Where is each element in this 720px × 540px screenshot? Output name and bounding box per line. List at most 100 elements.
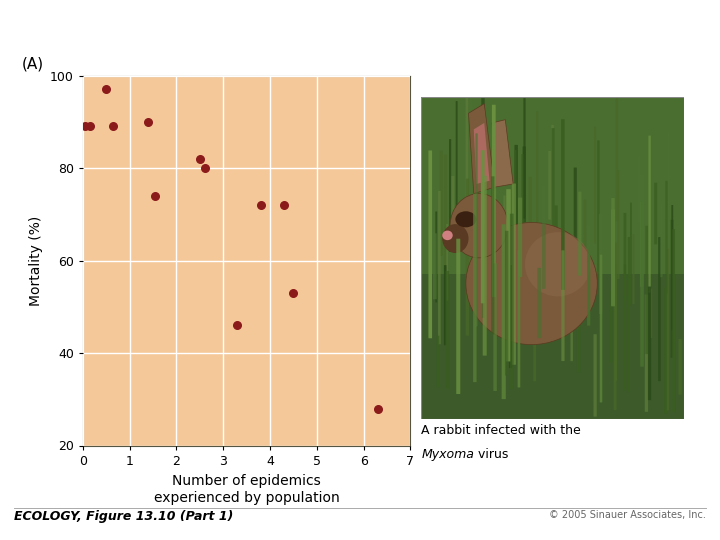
- FancyBboxPatch shape: [640, 202, 644, 287]
- FancyBboxPatch shape: [600, 255, 603, 402]
- FancyBboxPatch shape: [648, 287, 651, 400]
- Point: [278, 201, 289, 210]
- FancyBboxPatch shape: [645, 226, 648, 354]
- FancyBboxPatch shape: [456, 101, 458, 218]
- Text: (A): (A): [22, 57, 44, 72]
- FancyBboxPatch shape: [584, 199, 586, 282]
- FancyBboxPatch shape: [506, 189, 510, 361]
- FancyBboxPatch shape: [570, 254, 573, 361]
- FancyBboxPatch shape: [512, 184, 516, 364]
- FancyBboxPatch shape: [444, 265, 446, 345]
- FancyBboxPatch shape: [552, 125, 554, 277]
- FancyBboxPatch shape: [672, 229, 675, 412]
- FancyBboxPatch shape: [611, 210, 615, 306]
- FancyBboxPatch shape: [593, 334, 597, 417]
- FancyBboxPatch shape: [640, 174, 644, 367]
- Point: [231, 321, 243, 329]
- FancyBboxPatch shape: [536, 111, 539, 268]
- FancyBboxPatch shape: [456, 239, 460, 394]
- FancyBboxPatch shape: [617, 170, 619, 279]
- FancyBboxPatch shape: [549, 151, 552, 220]
- Ellipse shape: [450, 194, 508, 258]
- FancyBboxPatch shape: [624, 213, 626, 301]
- FancyBboxPatch shape: [436, 212, 437, 302]
- FancyBboxPatch shape: [664, 288, 667, 414]
- Polygon shape: [492, 120, 513, 187]
- FancyBboxPatch shape: [597, 140, 600, 279]
- FancyBboxPatch shape: [494, 122, 497, 226]
- Point: [100, 85, 112, 94]
- FancyBboxPatch shape: [628, 237, 630, 392]
- FancyBboxPatch shape: [599, 214, 602, 314]
- FancyBboxPatch shape: [613, 264, 616, 410]
- Text: ECOLOGY, Figure 13.10 (Part 1): ECOLOGY, Figure 13.10 (Part 1): [14, 510, 234, 523]
- Text: Virus (Part 1): Virus (Part 1): [495, 12, 595, 27]
- FancyBboxPatch shape: [433, 233, 437, 299]
- FancyBboxPatch shape: [502, 224, 505, 399]
- FancyBboxPatch shape: [466, 179, 469, 335]
- X-axis label: Number of epidemics
experienced by population: Number of epidemics experienced by popul…: [154, 475, 339, 505]
- FancyBboxPatch shape: [534, 253, 536, 381]
- FancyBboxPatch shape: [649, 136, 651, 293]
- FancyBboxPatch shape: [492, 105, 495, 297]
- Text: A rabbit infected with the: A rabbit infected with the: [421, 424, 581, 437]
- Point: [199, 164, 211, 172]
- FancyBboxPatch shape: [440, 151, 443, 256]
- FancyBboxPatch shape: [501, 303, 503, 364]
- Polygon shape: [469, 104, 495, 194]
- FancyBboxPatch shape: [528, 177, 532, 325]
- FancyBboxPatch shape: [473, 194, 477, 382]
- FancyBboxPatch shape: [515, 145, 518, 236]
- Y-axis label: Mortality (%): Mortality (%): [29, 215, 43, 306]
- FancyBboxPatch shape: [587, 225, 590, 326]
- FancyBboxPatch shape: [654, 183, 657, 244]
- FancyBboxPatch shape: [660, 204, 662, 277]
- FancyBboxPatch shape: [509, 265, 512, 352]
- Point: [287, 288, 300, 297]
- Ellipse shape: [455, 211, 477, 227]
- FancyBboxPatch shape: [428, 151, 432, 338]
- FancyBboxPatch shape: [638, 157, 640, 222]
- FancyBboxPatch shape: [577, 298, 580, 373]
- FancyBboxPatch shape: [633, 234, 634, 304]
- FancyBboxPatch shape: [594, 126, 596, 244]
- Point: [150, 192, 161, 200]
- FancyBboxPatch shape: [518, 223, 521, 319]
- Point: [79, 122, 91, 131]
- FancyBboxPatch shape: [537, 268, 541, 338]
- FancyBboxPatch shape: [554, 205, 558, 287]
- FancyBboxPatch shape: [552, 128, 554, 226]
- FancyBboxPatch shape: [510, 214, 513, 389]
- FancyBboxPatch shape: [436, 336, 439, 388]
- FancyBboxPatch shape: [481, 47, 485, 217]
- FancyBboxPatch shape: [521, 154, 524, 308]
- FancyBboxPatch shape: [491, 177, 495, 334]
- FancyBboxPatch shape: [503, 195, 505, 265]
- Text: Myxoma: Myxoma: [421, 448, 474, 461]
- Point: [107, 122, 119, 131]
- Point: [255, 201, 266, 210]
- Ellipse shape: [442, 231, 453, 240]
- FancyBboxPatch shape: [574, 167, 577, 297]
- FancyBboxPatch shape: [624, 265, 626, 390]
- Text: Figure 13.10  Coevolution of the European Rabbit and the: Figure 13.10 Coevolution of the European…: [6, 12, 433, 27]
- Point: [194, 154, 206, 163]
- Point: [84, 122, 96, 131]
- FancyBboxPatch shape: [578, 192, 582, 276]
- FancyBboxPatch shape: [446, 224, 448, 300]
- Polygon shape: [474, 123, 490, 184]
- FancyBboxPatch shape: [650, 289, 652, 338]
- Point: [372, 404, 383, 413]
- FancyBboxPatch shape: [449, 139, 451, 252]
- FancyBboxPatch shape: [542, 186, 546, 289]
- FancyBboxPatch shape: [645, 294, 648, 412]
- Ellipse shape: [525, 232, 590, 296]
- FancyBboxPatch shape: [667, 249, 669, 410]
- FancyBboxPatch shape: [616, 95, 618, 221]
- FancyBboxPatch shape: [489, 133, 492, 309]
- FancyBboxPatch shape: [670, 220, 673, 358]
- FancyBboxPatch shape: [609, 291, 613, 363]
- Text: © 2005 Sinauer Associates, Inc.: © 2005 Sinauer Associates, Inc.: [549, 510, 706, 521]
- FancyBboxPatch shape: [630, 202, 632, 305]
- FancyBboxPatch shape: [518, 250, 521, 388]
